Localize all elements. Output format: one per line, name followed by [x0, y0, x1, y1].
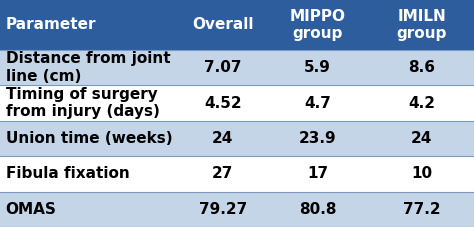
Bar [0, 156, 474, 192]
Text: 7.07: 7.07 [204, 60, 242, 75]
Text: MIPPO
group: MIPPO group [290, 9, 346, 41]
Text: 79.27: 79.27 [199, 202, 247, 217]
Text: OMAS: OMAS [6, 202, 56, 217]
Text: Union time (weeks): Union time (weeks) [6, 131, 173, 146]
Text: 27: 27 [212, 166, 234, 181]
Bar [0, 121, 474, 156]
Text: Timing of surgery
from injury (days): Timing of surgery from injury (days) [6, 87, 160, 119]
Bar [0, 0, 180, 50]
Text: IMILN
group: IMILN group [397, 9, 447, 41]
Text: 77.2: 77.2 [403, 202, 441, 217]
Text: Distance from joint
line (cm): Distance from joint line (cm) [6, 52, 170, 84]
Text: 24: 24 [411, 131, 433, 146]
Bar [0, 192, 474, 227]
Bar [370, 0, 474, 50]
Text: 24: 24 [212, 131, 234, 146]
Text: Parameter: Parameter [6, 17, 96, 32]
Text: 10: 10 [411, 166, 432, 181]
Bar [0, 85, 474, 121]
Bar [0, 50, 474, 85]
Text: 4.52: 4.52 [204, 96, 242, 111]
Text: 5.9: 5.9 [304, 60, 331, 75]
Text: 4.2: 4.2 [409, 96, 435, 111]
Bar [180, 0, 265, 50]
Bar [265, 0, 370, 50]
Text: 80.8: 80.8 [299, 202, 337, 217]
Text: Overall: Overall [192, 17, 254, 32]
Text: Fibula fixation: Fibula fixation [6, 166, 129, 181]
Text: 17: 17 [307, 166, 328, 181]
Text: 8.6: 8.6 [409, 60, 435, 75]
Text: 23.9: 23.9 [299, 131, 337, 146]
Text: 4.7: 4.7 [304, 96, 331, 111]
